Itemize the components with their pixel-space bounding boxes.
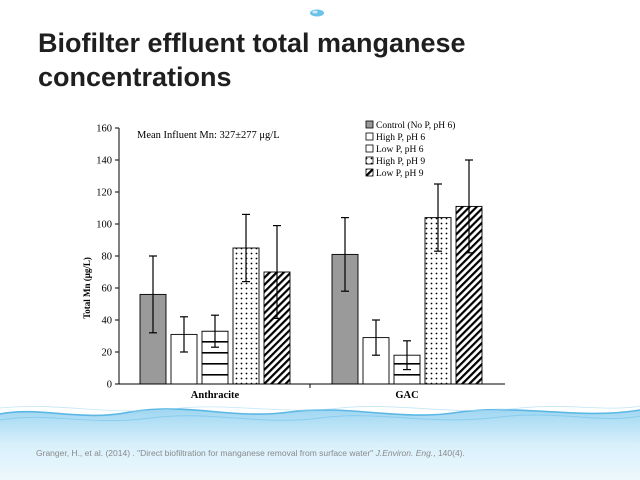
error-bars-group xyxy=(149,159,473,371)
legend-label: High P, pH 6 xyxy=(376,133,425,143)
legend-swatch xyxy=(365,120,374,129)
citation-volume: , 140(4). xyxy=(433,448,465,458)
y-axis-label: Total Mn (μg/L) xyxy=(82,257,92,319)
y-tick-label: 0 xyxy=(107,380,112,391)
x-category-label: GAC xyxy=(395,390,418,401)
bar-chart: 0 20 40 60 80 100 120 140 160 Anthracite GAC Cont… xyxy=(82,120,505,401)
legend-swatch xyxy=(365,156,374,165)
legend-swatch xyxy=(365,168,374,177)
x-axis: Anthracite GAC xyxy=(119,383,505,401)
y-tick-label: 140 xyxy=(96,156,112,167)
slide-title: Biofilter effluent total manganese conce… xyxy=(38,28,466,92)
citation-journal: J.Environ. Eng. xyxy=(375,448,434,458)
legend-swatch xyxy=(365,132,374,141)
x-category-label: Anthracite xyxy=(191,390,240,401)
water-wave-banner xyxy=(0,405,640,480)
legend-label: Low P, pH 9 xyxy=(376,169,424,179)
y-tick-label: 100 xyxy=(96,220,112,231)
chart-annotation: Mean Influent Mn: 327±277 μg/L xyxy=(137,130,280,141)
y-tick-label: 120 xyxy=(96,188,112,199)
bar xyxy=(455,205,483,385)
y-tick-label: 60 xyxy=(102,284,113,295)
legend-label: Low P, pH 6 xyxy=(376,145,424,155)
legend-label: Control (No P, pH 6) xyxy=(376,120,455,131)
y-tick-label: 20 xyxy=(102,348,113,359)
y-tick-label: 40 xyxy=(102,316,113,327)
water-drop-logo-icon xyxy=(310,9,324,17)
citation: Granger, H., et al. (2014) . "Direct bio… xyxy=(36,448,636,458)
legend-label: High P, pH 9 xyxy=(376,157,425,167)
y-tick-label: 160 xyxy=(96,124,112,135)
y-axis: 0 20 40 60 80 100 120 140 160 xyxy=(96,124,120,391)
legend-swatch xyxy=(365,144,374,153)
legend: Control (No P, pH 6) High P, pH 6 Low P, p… xyxy=(365,120,455,179)
bars-group xyxy=(139,205,483,385)
citation-authors: Granger, H., et al. (2014) . "Direct bio… xyxy=(36,448,374,458)
y-tick-label: 80 xyxy=(102,252,113,263)
